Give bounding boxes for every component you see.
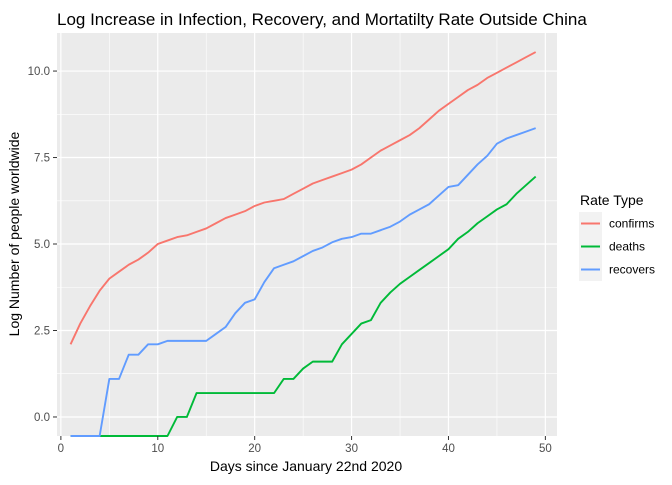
series-line-confirms: [69, 51, 537, 345]
y-axis-label: Log Number of people worldwide: [6, 131, 22, 336]
y-axis: 0.0 2.5 5.0 7.5 10.0: [28, 66, 57, 424]
y-tick-label: 7.5: [34, 153, 50, 165]
y-tick-label: 2.5: [34, 325, 50, 337]
series-lines: [69, 51, 537, 437]
x-axis-label: Days since January 22nd 2020: [210, 458, 402, 474]
x-tick-label: 40: [442, 443, 455, 455]
y-tick-label: 0.0: [34, 412, 50, 424]
legend-item-deaths: deaths: [579, 235, 645, 258]
legend: Rate Type confirms deaths recovers: [579, 192, 655, 281]
x-tick-label: 50: [539, 443, 552, 455]
minor-grid: [57, 33, 557, 436]
legend-item-recovers: recovers: [579, 258, 655, 281]
x-tick-label: 20: [248, 443, 261, 455]
x-tick-label: 30: [345, 443, 358, 455]
x-axis: 0 10 20 30 40 50: [58, 436, 552, 455]
legend-label-deaths: deaths: [609, 240, 645, 254]
legend-item-confirms: confirms: [579, 212, 654, 235]
legend-title: Rate Type: [580, 192, 644, 208]
chart-title: Log Increase in Infection, Recovery, and…: [57, 10, 587, 29]
y-tick-label: 10.0: [28, 66, 50, 78]
legend-label-confirms: confirms: [609, 217, 654, 231]
y-tick-label: 5.0: [34, 239, 50, 251]
major-grid: [57, 33, 557, 436]
plot-panel: [57, 33, 557, 436]
series-line-recovers: [70, 127, 536, 437]
series-line-deaths: [70, 175, 537, 437]
x-tick-label: 0: [58, 443, 64, 455]
legend-label-recovers: recovers: [609, 263, 655, 277]
x-tick-label: 10: [151, 443, 164, 455]
